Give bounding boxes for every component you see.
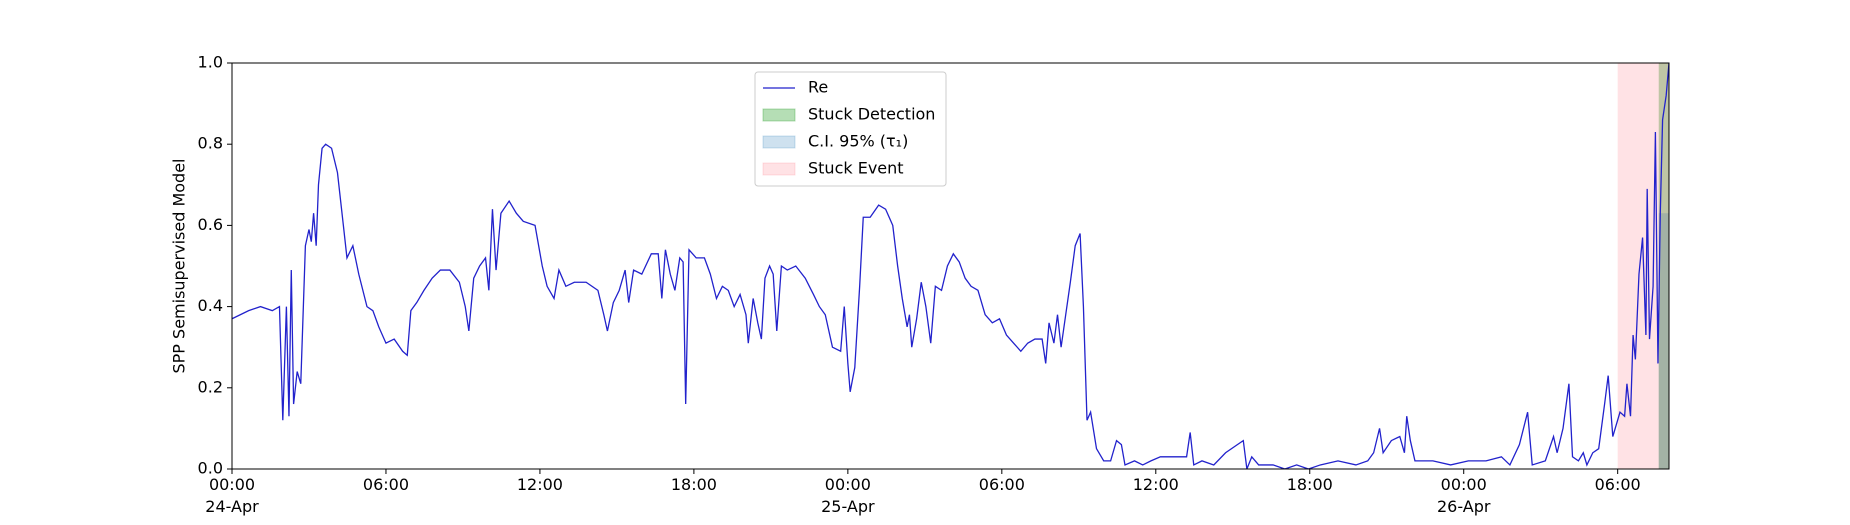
y-tick-label: 0.2 <box>198 377 223 396</box>
x-tick-label: 00:00 24-Apr <box>205 475 259 516</box>
legend-box <box>754 71 947 187</box>
y-tick-label: 0.4 <box>198 296 223 315</box>
legend-patch <box>762 108 796 122</box>
legend-patch <box>762 135 796 149</box>
y-tick-label: 1.0 <box>198 53 223 72</box>
y-axis-label: SPP Semisupervised Model <box>170 159 189 374</box>
legend-label: Stuck Detection <box>808 105 935 124</box>
x-tick-label: 00:00 25-Apr <box>821 475 875 516</box>
x-tick-label: 12:00 <box>517 475 563 494</box>
y-tick-label: 0.0 <box>198 459 223 478</box>
legend-label: Re <box>808 78 828 97</box>
x-tick-label: 06:00 <box>1595 475 1641 494</box>
x-tick-label: 06:00 <box>363 475 409 494</box>
legend-patch <box>762 162 796 176</box>
series-line <box>232 63 1669 469</box>
y-tick-label: 0.6 <box>198 215 223 234</box>
x-tick-label: 18:00 <box>1287 475 1333 494</box>
legend-label: C.I. 95% (τ₁) <box>808 132 908 151</box>
span <box>1658 213 1669 469</box>
x-tick-label: 18:00 <box>671 475 717 494</box>
axes-frame <box>231 62 1670 470</box>
span <box>1658 63 1669 469</box>
x-tick-label: 12:00 <box>1133 475 1179 494</box>
y-tick-label: 0.8 <box>198 134 223 153</box>
legend: Re Stuck Detection C.I. 95% (τ₁) Stuck Even… <box>754 71 947 187</box>
x-tick-label: 00:00 26-Apr <box>1437 475 1491 516</box>
legend-label: Stuck Event <box>808 159 904 178</box>
x-tick-label: 06:00 <box>979 475 1025 494</box>
